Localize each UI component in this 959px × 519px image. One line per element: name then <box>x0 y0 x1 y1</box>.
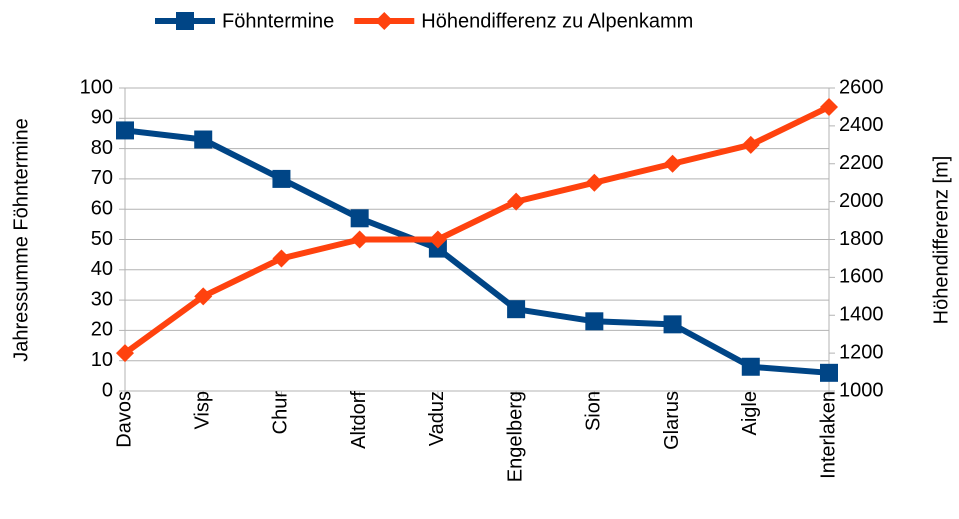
y-tick-label: 20 <box>91 319 113 341</box>
marker <box>350 230 369 249</box>
y-tick-label: 100 <box>80 76 113 98</box>
marker <box>176 12 194 30</box>
marker <box>272 169 291 188</box>
y2-axis-title: Höhendifferenz [m] <box>930 156 952 325</box>
y2-tick-label: 1800 <box>839 228 884 250</box>
y-tick-label: 80 <box>91 137 113 159</box>
legend-label: Höhendifferenz zu Alpenkamm <box>421 10 693 32</box>
y2-tick-label: 2600 <box>839 76 884 98</box>
y-tick-label: 0 <box>102 379 113 401</box>
y-tick-label: 50 <box>91 228 113 250</box>
marker <box>428 239 447 258</box>
x-tick-label: Glarus <box>661 391 683 450</box>
y-tick-label: 40 <box>91 258 113 280</box>
marker <box>585 312 604 331</box>
marker <box>663 315 682 334</box>
x-tick-label: Vaduz <box>426 391 448 446</box>
marker <box>507 192 526 211</box>
marker <box>585 173 604 192</box>
series-line <box>124 127 830 376</box>
y-tick-label: 30 <box>91 288 113 310</box>
y2-tick-label: 1000 <box>839 379 884 401</box>
x-tick-label: Chur <box>270 391 292 435</box>
y2-tick-label: 2400 <box>839 114 884 136</box>
x-tick-label: Visp <box>192 391 214 430</box>
y-tick-label: 60 <box>91 197 113 219</box>
marker <box>350 209 369 228</box>
marker <box>741 357 760 376</box>
x-tick-label: Engelberg <box>504 391 526 482</box>
marker <box>820 363 838 382</box>
y2-tick-label: 1400 <box>839 304 884 326</box>
y-tick-label: 90 <box>91 107 113 129</box>
y2-tick-label: 1600 <box>839 266 884 288</box>
marker <box>820 97 838 116</box>
marker <box>194 130 213 149</box>
x-tick-label: Aigle <box>739 391 761 435</box>
marker <box>116 121 134 140</box>
legend-label: Föhntermine <box>222 10 334 32</box>
y2-tick-label: 2200 <box>839 152 884 174</box>
x-tick-label: Interlaken <box>817 391 839 479</box>
marker <box>272 249 291 268</box>
x-tick-label: Davos <box>113 391 135 448</box>
marker <box>507 300 526 319</box>
y2-tick-label: 2000 <box>839 190 884 212</box>
marker <box>194 287 213 306</box>
marker <box>663 154 682 173</box>
x-tick-label: Altdorf <box>348 391 370 449</box>
marker <box>116 344 134 363</box>
x-tick-label: Sion <box>583 391 605 431</box>
y-tick-label: 70 <box>91 167 113 189</box>
y-tick-label: 10 <box>91 349 113 371</box>
marker <box>741 135 760 154</box>
y-axis-title: Jahressumme Föhntermine <box>10 118 32 361</box>
series-line <box>123 104 831 356</box>
marker <box>375 12 394 30</box>
y2-tick-label: 1200 <box>839 341 884 363</box>
marker <box>428 230 447 249</box>
